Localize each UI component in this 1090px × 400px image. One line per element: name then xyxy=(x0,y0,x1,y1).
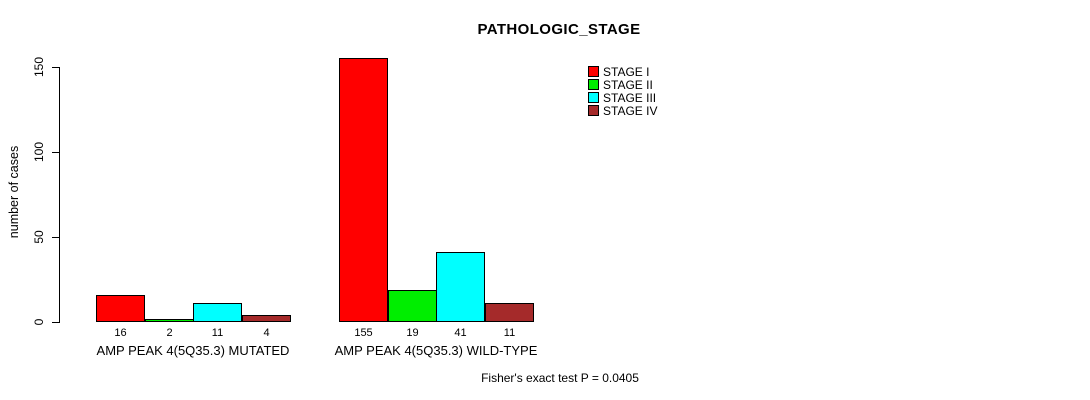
bar-stage-iii xyxy=(193,303,242,322)
bar-value-label: 11 xyxy=(503,327,516,339)
bar-value-label: 2 xyxy=(166,327,173,339)
legend-swatch-icon xyxy=(588,105,599,116)
bar-value-label: 41 xyxy=(454,327,467,339)
group-label: AMP PEAK 4(5Q35.3) MUTATED xyxy=(96,343,290,358)
group-label: AMP PEAK 4(5Q35.3) WILD-TYPE xyxy=(334,343,538,358)
bar-stage-ii xyxy=(145,319,194,322)
legend-item: STAGE I xyxy=(588,64,657,79)
legend-swatch-icon xyxy=(588,66,599,77)
legend-label: STAGE II xyxy=(603,77,653,92)
y-axis-title: number of cases xyxy=(7,145,21,239)
y-tick xyxy=(52,152,60,153)
legend-swatch-icon xyxy=(588,92,599,103)
y-tick-label: 100 xyxy=(32,141,46,163)
bar-value-label: 11 xyxy=(211,327,224,339)
legend-item: STAGE IV xyxy=(588,103,658,118)
legend-swatch-icon xyxy=(588,79,599,90)
annotation-fisher-test: Fisher's exact test P = 0.0405 xyxy=(481,371,639,385)
bar-stage-i xyxy=(96,295,145,322)
y-axis-line xyxy=(59,67,60,323)
legend-item: STAGE II xyxy=(588,77,657,92)
chart-title: PATHOLOGIC_STAGE xyxy=(477,21,641,38)
bar-stage-iv xyxy=(485,303,534,322)
bar-stage-i xyxy=(339,58,388,322)
legend-label: STAGE III xyxy=(603,90,657,105)
y-tick xyxy=(52,322,60,323)
bar-stage-ii xyxy=(388,290,437,322)
y-tick xyxy=(52,67,60,68)
y-tick-label: 150 xyxy=(32,56,46,78)
y-tick-label: 0 xyxy=(32,318,46,326)
legend-label: STAGE IV xyxy=(603,103,658,118)
bar-value-label: 19 xyxy=(406,327,419,339)
bar-stage-iii xyxy=(436,252,485,322)
y-tick xyxy=(52,237,60,238)
bar-value-label: 16 xyxy=(114,327,127,339)
bar-value-label: 4 xyxy=(263,327,270,339)
y-tick-label: 50 xyxy=(32,230,46,244)
legend-item: STAGE III xyxy=(588,90,657,105)
legend-label: STAGE I xyxy=(603,64,650,79)
bar-value-label: 155 xyxy=(354,327,373,339)
bar-stage-iv xyxy=(242,315,291,322)
legend: STAGE I STAGE II STAGE III STAGE IV xyxy=(588,64,658,118)
